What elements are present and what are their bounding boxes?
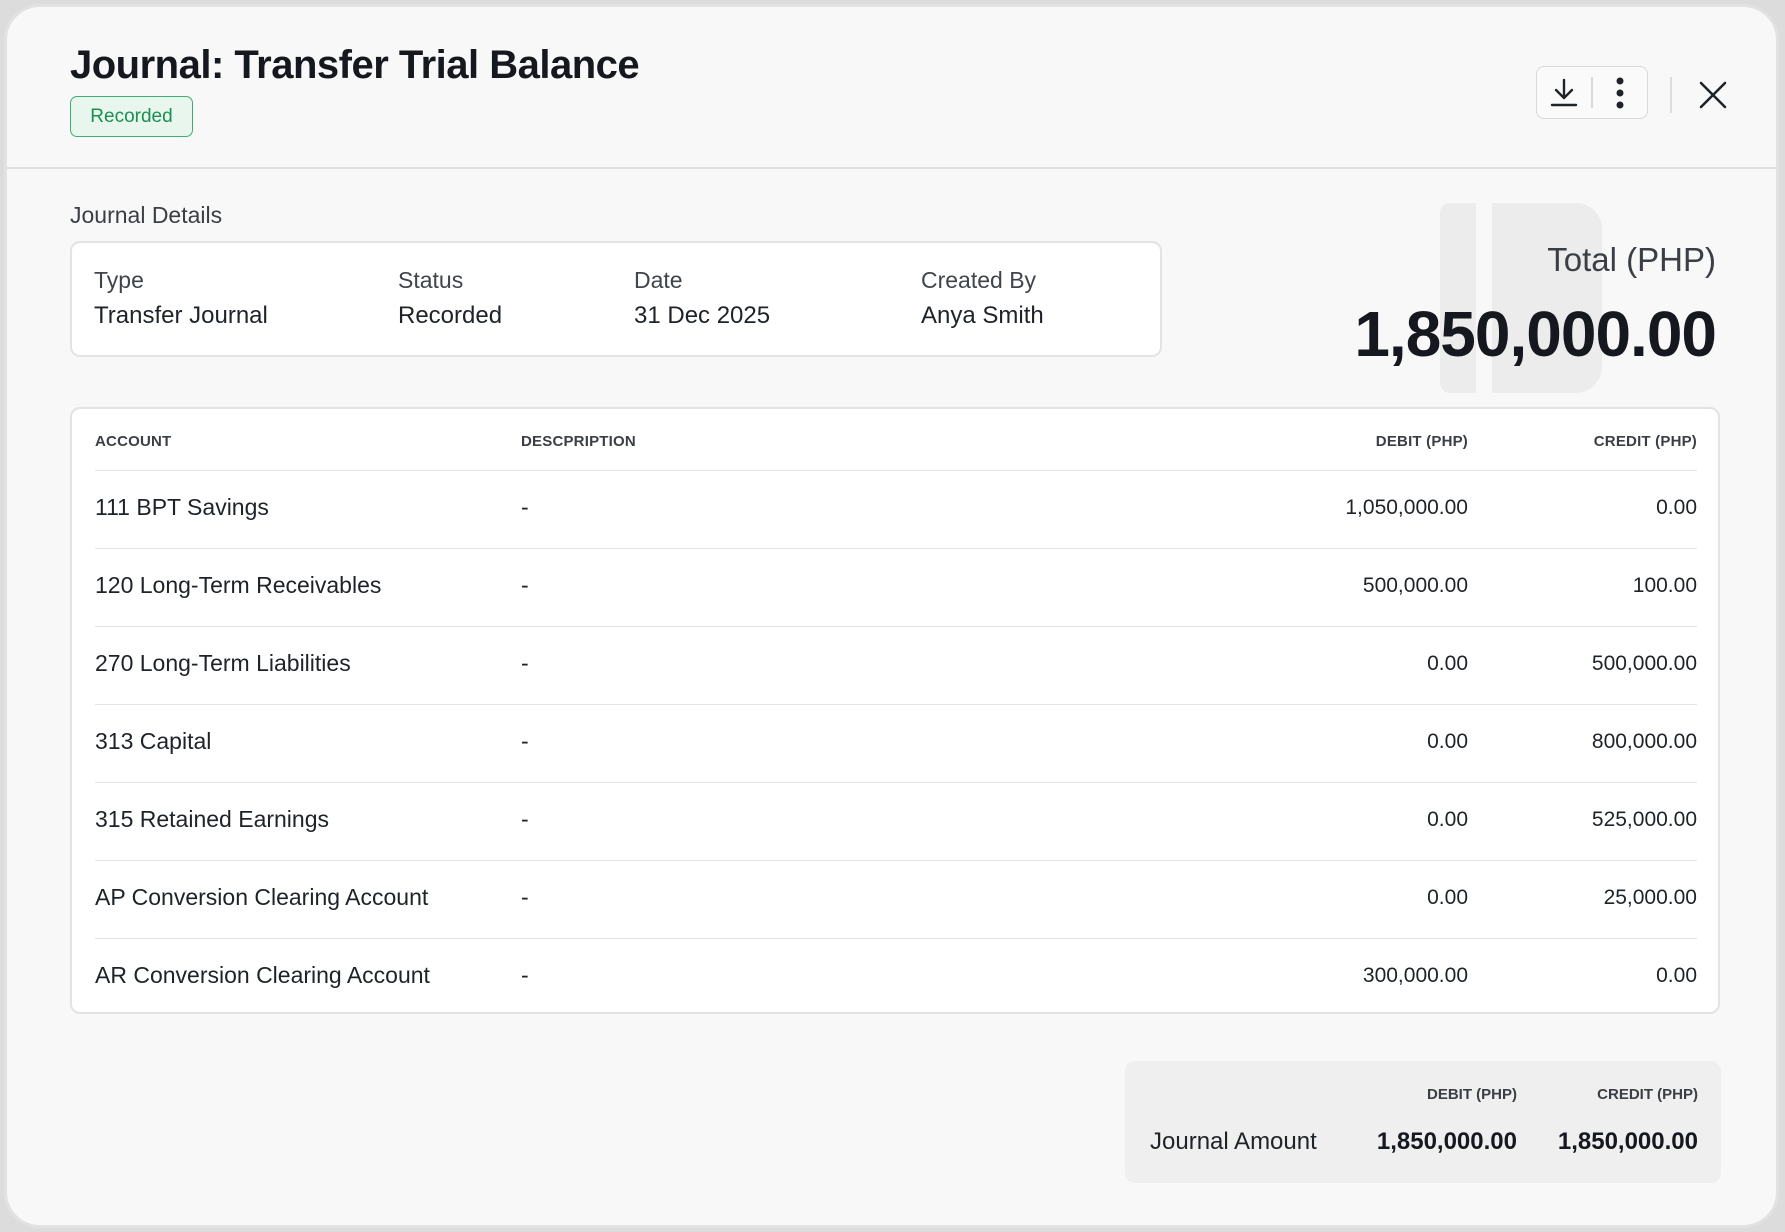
cell-description: - [521, 728, 529, 754]
download-icon [1550, 78, 1578, 106]
page-title: Journal: Transfer Trial Balance [70, 43, 640, 87]
cell-description: - [521, 806, 529, 832]
cell-credit: 100.00 [1632, 574, 1697, 597]
table-row: AP Conversion Clearing Account - 0.00 25… [95, 860, 1697, 938]
cell-description: - [521, 650, 529, 676]
cell-description: - [521, 494, 529, 520]
journal-modal: Journal: Transfer Trial Balance Recorded [4, 4, 1779, 1228]
detail-label: Status [398, 267, 464, 293]
table-row: 315 Retained Earnings - 0.00 525,000.00 [95, 782, 1697, 860]
cell-credit: 25,000.00 [1603, 886, 1697, 909]
cell-debit: 300,000.00 [1362, 964, 1468, 987]
close-button[interactable] [1693, 75, 1733, 115]
summary-label: Journal Amount [1150, 1128, 1317, 1155]
cell-debit: 0.00 [1427, 886, 1468, 909]
header-divider [1670, 77, 1672, 113]
detail-date: Date 31 Dec 2025 [634, 267, 770, 330]
detail-label: Type [94, 267, 144, 293]
table-body: 111 BPT Savings - 1,050,000.00 0.00 120 … [95, 470, 1697, 1016]
journal-details-card: Type Transfer Journal Status Recorded Da… [70, 241, 1162, 357]
detail-value: Anya Smith [921, 302, 1044, 329]
cell-credit: 0.00 [1656, 496, 1697, 519]
column-header-account: ACCOUNT [95, 433, 172, 450]
table-row: 111 BPT Savings - 1,050,000.00 0.00 [95, 470, 1697, 548]
more-vertical-icon [1616, 77, 1624, 108]
cell-credit: 0.00 [1656, 964, 1697, 987]
button-separator [1591, 77, 1593, 108]
total-label: Total (PHP) [1547, 241, 1716, 278]
column-header-credit: CREDIT (PHP) [1593, 433, 1697, 450]
table-row: 120 Long-Term Receivables - 500,000.00 1… [95, 548, 1697, 626]
cell-account: 111 BPT Savings [95, 494, 269, 520]
cell-description: - [521, 572, 529, 598]
table-row: 313 Capital - 0.00 800,000.00 [95, 704, 1697, 782]
cell-credit: 500,000.00 [1591, 652, 1697, 675]
column-header-debit: DEBIT (PHP) [1375, 433, 1468, 450]
cell-description: - [521, 884, 529, 910]
total-amount: 1,850,000.00 [1354, 298, 1717, 370]
cell-account: 313 Capital [95, 728, 212, 754]
detail-status: Status Recorded [398, 267, 502, 330]
cell-debit: 1,050,000.00 [1345, 496, 1468, 519]
more-options-button[interactable] [1593, 67, 1647, 118]
summary-header-debit: DEBIT (PHP) [1427, 1086, 1517, 1103]
detail-label: Created By [921, 267, 1037, 293]
table-row: AR Conversion Clearing Account - 300,000… [95, 938, 1697, 1016]
cell-account: AR Conversion Clearing Account [95, 962, 430, 988]
cell-description: - [521, 962, 529, 988]
section-title-journal-details: Journal Details [70, 202, 223, 228]
detail-created-by: Created By Anya Smith [921, 267, 1044, 330]
cell-account: 120 Long-Term Receivables [95, 572, 382, 598]
table-row: 270 Long-Term Liabilities - 0.00 500,000… [95, 626, 1697, 704]
summary-header-credit: CREDIT (PHP) [1597, 1086, 1698, 1103]
summary-credit-total: 1,850,000.00 [1557, 1128, 1698, 1155]
cell-account: 270 Long-Term Liabilities [95, 650, 351, 676]
cell-debit: 0.00 [1427, 730, 1468, 753]
detail-value: Recorded [398, 302, 503, 329]
header-actions [1536, 66, 1648, 119]
cell-debit: 0.00 [1427, 808, 1468, 831]
status-badge: Recorded [70, 96, 193, 137]
detail-value: Transfer Journal [94, 302, 268, 329]
detail-value: 31 Dec 2025 [634, 302, 771, 329]
watermark-logo [1440, 203, 1602, 393]
detail-type: Type Transfer Journal [94, 267, 268, 330]
modal-header: Journal: Transfer Trial Balance Recorded [7, 7, 1776, 169]
cell-credit: 800,000.00 [1591, 730, 1697, 753]
column-header-description: DESCPRIPTION [521, 433, 636, 450]
cell-debit: 0.00 [1427, 652, 1468, 675]
summary-debit-total: 1,850,000.00 [1376, 1128, 1517, 1155]
cell-account: 315 Retained Earnings [95, 806, 329, 832]
table-header: ACCOUNT DESCPRIPTION DEBIT (PHP) CREDIT … [72, 409, 1718, 472]
journal-amount-summary: DEBIT (PHP) CREDIT (PHP) Journal Amount … [1125, 1061, 1721, 1183]
close-icon [1699, 81, 1727, 109]
cell-debit: 500,000.00 [1362, 574, 1468, 597]
journal-lines-table: ACCOUNT DESCPRIPTION DEBIT (PHP) CREDIT … [70, 407, 1720, 1014]
cell-account: AP Conversion Clearing Account [95, 884, 429, 910]
cell-credit: 525,000.00 [1591, 808, 1697, 831]
download-button[interactable] [1537, 67, 1591, 118]
detail-label: Date [634, 267, 683, 293]
